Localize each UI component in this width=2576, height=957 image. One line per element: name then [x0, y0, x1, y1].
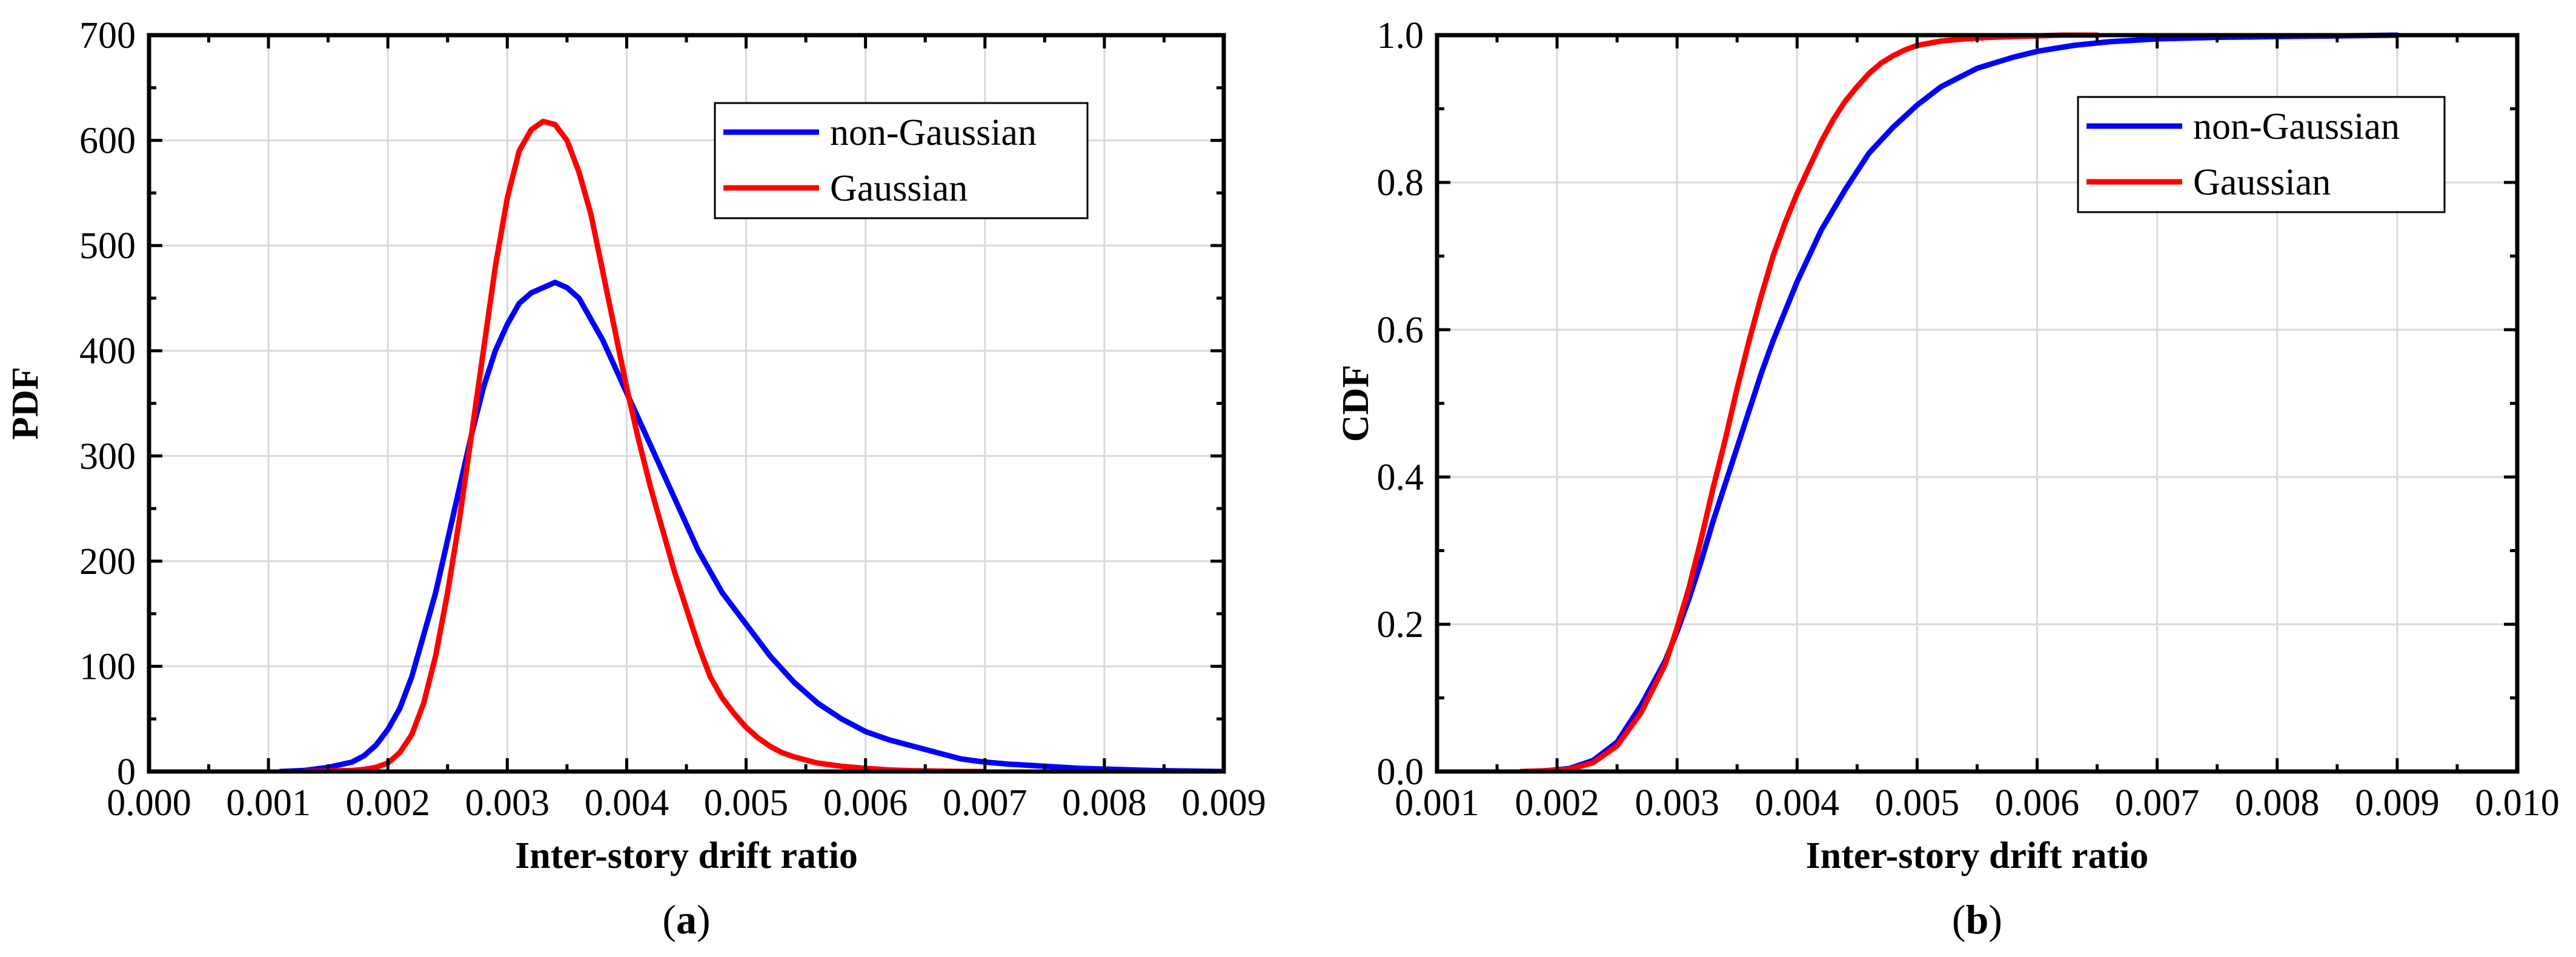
legend-label: Gaussian	[830, 168, 968, 209]
x-tick-label: 0.001	[226, 782, 311, 824]
x-axis-title: Inter-story drift ratio	[1806, 835, 2149, 876]
x-tick-label: 0.009	[1181, 782, 1266, 824]
y-axis-title: PDF	[5, 367, 46, 440]
x-tick-label: 0.001	[1395, 782, 1479, 824]
x-tick-label: 0.010	[2475, 782, 2560, 824]
plot-frame	[1435, 33, 2520, 774]
y-tick-label: 400	[79, 331, 136, 372]
y-axis-title: CDF	[1335, 365, 1376, 442]
y-tick-label: 0.0	[1377, 752, 1424, 793]
caption-close-paren: )	[1988, 896, 2002, 942]
y-tick-label: 0	[117, 752, 136, 793]
x-tick-label: 0.008	[1062, 782, 1147, 824]
x-tick-label: 0.007	[2115, 782, 2200, 824]
plot-frame	[147, 33, 1226, 774]
y-tick-label: 0.2	[1377, 604, 1424, 645]
x-tick-label: 0.000	[107, 782, 191, 824]
y-tick-label: 700	[79, 15, 136, 56]
y-tick-label: 100	[79, 646, 136, 687]
x-tick-label: 0.007	[943, 782, 1027, 824]
x-tick-label: 0.003	[465, 782, 550, 824]
x-tick-label: 0.004	[585, 782, 669, 824]
panel-caption: (a)	[662, 896, 710, 942]
caption-letter: a	[676, 896, 697, 942]
x-tick-label: 0.004	[1755, 782, 1840, 824]
y-tick-label: 0.8	[1377, 162, 1424, 204]
caption-letter: b	[1966, 896, 1989, 942]
y-tick-label: 1.0	[1377, 15, 1424, 56]
y-tick-label: 600	[79, 121, 136, 162]
x-tick-label: 0.005	[704, 782, 789, 824]
chart-panel-a: 0.000 0.001 0.002 0.003 0.004 0.005 0.006 0.007…	[5, 15, 1266, 942]
legend-box	[714, 102, 1089, 219]
series-line-gaussian	[1518, 32, 2100, 772]
chart-panel-b: 0.001 0.002 0.003 0.004 0.005 0.006 0.007 0.008…	[1335, 15, 2560, 942]
x-tick-label: 0.005	[1875, 782, 1960, 824]
series-line-gaussian	[301, 118, 988, 772]
x-tick-label: 0.006	[823, 782, 908, 824]
x-tick-label: 0.006	[1995, 782, 2080, 824]
y-tick-label: 300	[79, 436, 136, 477]
x-tick-label: 0.008	[2235, 782, 2320, 824]
legend-label: Gaussian	[2193, 162, 2331, 203]
legend-box	[2077, 96, 2446, 213]
legend: non-Gaussian Gaussian	[714, 102, 1089, 219]
caption-open-paren: (	[1952, 896, 1966, 942]
x-tick-label: 0.009	[2355, 782, 2440, 824]
x-tick-label: 0.002	[1515, 782, 1599, 824]
caption-open-paren: (	[662, 896, 676, 942]
x-tick-label: 0.002	[345, 782, 430, 824]
legend-label: non-Gaussian	[2193, 106, 2400, 147]
y-tick-label: 200	[79, 541, 136, 582]
legend: non-Gaussian Gaussian	[2077, 96, 2446, 213]
legend-label: non-Gaussian	[830, 112, 1037, 153]
y-tick-label: 0.6	[1377, 310, 1424, 351]
caption-close-paren: )	[697, 896, 711, 942]
y-tick-label: 0.4	[1377, 457, 1424, 498]
series-line-non-gaussian	[277, 279, 1224, 772]
x-axis-title: Inter-story drift ratio	[515, 835, 858, 876]
y-tick-label: 500	[79, 225, 136, 267]
x-tick-label: 0.003	[1635, 782, 1719, 824]
panel-caption: (b)	[1952, 896, 2002, 942]
